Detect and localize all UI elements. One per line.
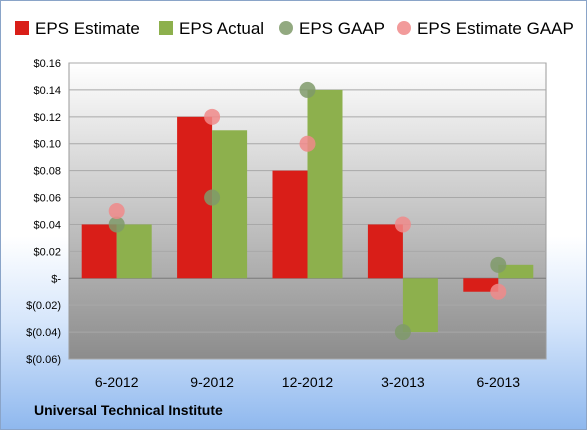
bar-eps-actual [307,89,343,279]
y-tick-label: $(0.02) [26,300,61,312]
markers-layer [108,81,507,341]
bar-eps-estimate [367,224,403,279]
y-tick-label: $0.16 [33,58,61,70]
legend-label: EPS Actual [179,19,264,38]
marker-eps-estimate-gaap [490,283,507,300]
marker-eps-estimate-gaap [204,108,221,125]
legend: EPS Estimate EPS Actual EPS GAAP EPS Estima… [15,19,574,38]
legend-swatch [15,21,29,35]
y-tick-label: $(0.04) [26,327,61,339]
marker-eps-estimate-gaap [108,203,125,219]
y-tick-label: $0.14 [33,85,61,97]
y-tick-label: $0.02 [33,246,61,258]
company-name: Universal Technical Institute [34,402,223,418]
x-tick-label: 12-2012 [282,374,334,390]
bars-layer [81,89,534,333]
marker-eps-estimate-gaap [299,135,316,152]
x-tick-label: 6-2012 [95,374,139,390]
y-tick-label: $- [51,273,61,285]
bar-eps-actual [116,224,152,279]
y-axis: $0.16 $0.14 $0.12 $0.10 $0.08 $0.06 $0.04 $0.02… [26,58,61,366]
y-tick-label: $(0.06) [26,354,61,366]
x-axis: 6-2012 9-2012 12-2012 3-2013 6-2013 [95,374,520,390]
marker-eps-estimate-gaap [394,216,411,233]
bar-eps-actual [402,278,438,333]
bar-eps-actual [498,264,534,279]
y-tick-label: $0.08 [33,166,61,178]
y-tick-label: $0.10 [33,139,61,151]
marker-eps-gaap [490,256,507,273]
bar-eps-estimate [81,224,117,279]
legend-label: EPS Estimate GAAP [417,19,574,38]
legend-marker [397,21,411,35]
x-tick-label: 6-2013 [477,374,521,390]
legend-label: EPS Estimate [35,19,140,38]
marker-eps-gaap [204,189,221,206]
y-tick-label: $0.04 [33,219,61,231]
bar-eps-estimate [463,278,499,292]
x-tick-label: 3-2013 [381,374,425,390]
marker-eps-gaap [394,324,411,341]
marker-eps-gaap [299,81,316,98]
legend-swatch [159,21,173,35]
y-tick-label: $0.12 [33,112,61,124]
legend-label: EPS GAAP [299,19,385,38]
marker-eps-gaap [108,216,125,233]
legend-marker [279,21,293,35]
x-tick-label: 9-2012 [190,374,234,390]
y-tick-label: $0.06 [33,193,61,205]
bar-eps-estimate [272,170,308,279]
bar-eps-actual [212,130,248,279]
